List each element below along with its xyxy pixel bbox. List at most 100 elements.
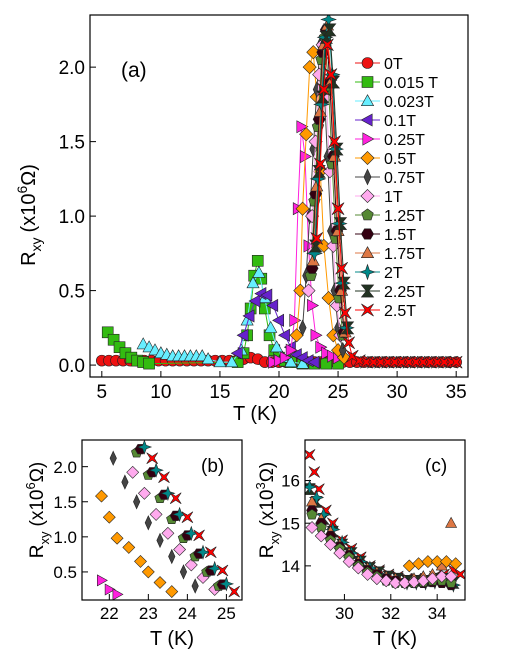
panel-b-series-2t-point [218, 576, 235, 592]
panel-a-series-0-015-t-point [320, 357, 333, 370]
panel-a-xlabel: T (K) [233, 403, 277, 425]
panel-a-series-1-5t-line [311, 29, 345, 333]
legend-marker [362, 132, 375, 146]
panel-b-series-0-5t-point [141, 565, 155, 579]
panel-a-series-0-25t-point [307, 298, 320, 313]
panel-c-series-0-5t-point [412, 557, 426, 571]
legend-label: 1.75T [384, 246, 425, 263]
panel-a-xtick-label: 10 [150, 382, 171, 403]
panel-a-series-0-25t-point [310, 328, 323, 342]
panel-a-series-0-75t-point [338, 341, 347, 359]
panel-a-series-0-25t-point [303, 239, 316, 253]
panel-b-series-1t-point [161, 526, 175, 540]
panel-a-series-0-1t-point [248, 294, 261, 308]
panel-c-series-1t-point [379, 574, 393, 588]
panel-a-series-area [96, 15, 463, 370]
panel-a-series-0-25t-point [273, 354, 286, 368]
panel-a-series-0-023t-point [270, 340, 284, 353]
panel-b-series-2-5t-point [146, 452, 158, 464]
panel-c-series-1t [305, 521, 458, 590]
panel-a-series-2-5t-point [317, 83, 331, 96]
legend-marker [360, 113, 373, 127]
panel-a-legend: 0T 0.015 T 0.023T 0.1T 0.25T 0.5T 0.75T 1T 1.25T… [355, 56, 438, 320]
panel-b-ytick-label: 1.5 [53, 493, 77, 512]
panel-a-series-0-25t-point [285, 343, 298, 357]
panel-c-series-0-5t-point [402, 559, 416, 573]
panel-c-series-1t-point [370, 572, 384, 586]
legend-item-2t: 2T [355, 263, 403, 282]
panel-b: 22 23 24 25 0.5 1.0 1.5 2.0 (b) T (K) Rxy(x106Ω… [23, 439, 243, 650]
panel-a-series-1-75t-line [312, 25, 346, 333]
panel-c-series-1-25t-point [306, 508, 318, 520]
panel-a-series-2-5t-point [449, 355, 463, 369]
legend-label: 2T [384, 265, 403, 282]
panel-a-series-1t-point [301, 283, 316, 298]
panel-a-series-0-023t [136, 265, 310, 369]
panel-a-series-0-25t-point [321, 346, 334, 360]
panel-c-series-1t-point [398, 576, 412, 590]
panel-c-label: (c) [425, 456, 447, 477]
panel-b-series-0-25t [97, 574, 124, 600]
panel-a-series-0-25t-point [315, 340, 328, 354]
panel-a-series-0-1t-point [277, 328, 290, 342]
panel-c-series-1t-point [314, 529, 328, 543]
panel-b-series-2-5t-point [205, 546, 217, 559]
panel-b-ticks: 22 23 24 25 0.5 1.0 1.5 2.0 [53, 458, 235, 623]
panel-a-series-2-5t-point [335, 261, 348, 275]
legend-marker [361, 228, 374, 240]
panel-a-xtick-label: 35 [446, 382, 467, 403]
panel-c-series-1t-point [324, 538, 337, 551]
panel-a-ytick-label: 0.5 [59, 281, 85, 302]
panel-a-series-0-015-t-point [251, 255, 264, 267]
panel-c-ytick-label: 16 [281, 472, 300, 491]
panel-a-series-0-015-t-point [107, 333, 120, 346]
panel-a-series-0-023t-point [201, 352, 215, 365]
panel-b-series-0-5t-point [122, 540, 136, 554]
panel-b-series-0-25t-point [104, 583, 116, 596]
panel-a-series-0-023t-point [225, 355, 239, 368]
panel-a-series-0-75t-point [298, 319, 307, 337]
panel-a-series-0-023t-point [264, 320, 278, 333]
panel-c-series-2-5t-point [305, 449, 316, 461]
panel-a-series-0-5t-point [302, 60, 317, 75]
panel-b-series-area [95, 440, 240, 600]
panel-b-series-0-75t-point [144, 515, 152, 531]
legend-marker [360, 150, 375, 166]
legend-label: 2.25T [384, 284, 425, 301]
panel-c-series-1-75t-point [445, 516, 458, 528]
panel-b-series-2t [136, 440, 235, 592]
panel-a-xtick-label: 25 [327, 382, 348, 403]
panel-c-series-0-5t-point [449, 557, 463, 571]
legend-item-1-75t: 1.75T [355, 246, 425, 263]
panel-a-series-0-023t-point [284, 355, 298, 368]
panel-c-ytick-label: 15 [281, 514, 300, 533]
panel-b-series-0-75t-point [168, 548, 176, 565]
panel-b-series-0-5t-point [153, 576, 167, 589]
panel-a-series-0-5t-point [316, 238, 331, 253]
panel-b-series-1t-point [184, 558, 198, 572]
panel-a-ticks: 5 10 15 20 25 30 35 0.0 0.5 1.0 1.5 2.0 [59, 58, 467, 403]
panel-b-xtick-label: 22 [100, 604, 119, 623]
panel-c-series-1t-point [388, 576, 402, 590]
legend-item-0-25t: 0.25T [355, 132, 425, 149]
legend-marker [360, 246, 375, 259]
panel-a-series-2-25t-point [323, 23, 337, 37]
legend-marker [360, 94, 375, 106]
panel-a-series-1-75t-point [306, 253, 320, 266]
panel-c-series-0-5t-point [439, 555, 453, 569]
panel-a-series-0-1t-point [272, 313, 285, 327]
panel-b-series-2-5t-point [216, 564, 229, 577]
panel-a-series-0-023t-point [252, 265, 266, 278]
panel-a-series-0-25t-point [279, 351, 292, 365]
panel-b-series-0-75t-point [133, 494, 141, 510]
panel-a-ytick-label: 1.5 [59, 132, 85, 153]
panel-a-series-0-5t-point [299, 127, 314, 142]
panel-b-xtick-label: 24 [178, 604, 197, 623]
legend-item-1t: 1T [355, 188, 403, 206]
panel-c-ytick-label: 14 [281, 557, 300, 576]
panel-b-ytick-label: 1.0 [53, 528, 77, 547]
legend-label: 1.5T [384, 227, 416, 244]
panel-c-frame [304, 439, 466, 601]
legend-label: 2.5T [384, 303, 416, 320]
panel-b-series-0-5t [95, 489, 179, 599]
